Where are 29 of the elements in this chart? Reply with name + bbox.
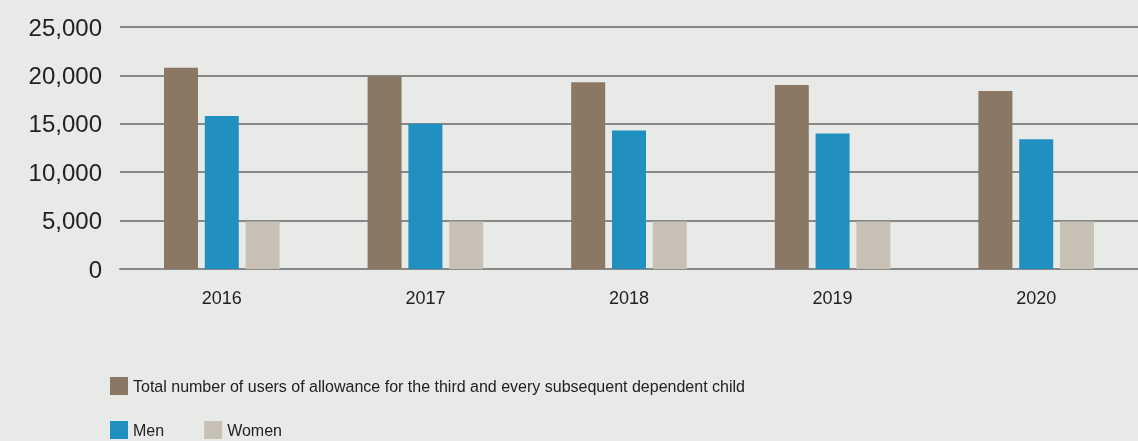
bar [245,221,280,269]
bar [1019,139,1054,269]
bar [164,67,198,269]
bar [449,221,484,269]
bar [571,82,606,269]
bar [815,133,850,269]
y-tick-label: 25,000 [28,13,102,41]
bar [408,123,443,269]
bar [1060,221,1094,269]
y-tick-label: 5,000 [41,207,102,235]
x-tick-label: 2018 [608,288,650,308]
bar [978,90,1013,269]
bar [652,221,687,269]
y-tick-label: 20,000 [28,61,102,89]
bar [856,221,891,269]
x-tick-label: 2017 [405,288,446,308]
bar [204,116,239,269]
y-tick-label: 10,000 [28,158,102,186]
y-tick-label: 15,000 [28,110,102,138]
legend-label: Women [227,421,282,439]
x-tick-label: 2019 [812,288,853,308]
legend-label: Men [133,421,165,439]
legend-label: Total number of users of allowance for the third and every subsequent dependent child [133,377,745,395]
y-tick-label: 0 [88,255,102,283]
bar [367,76,402,269]
x-tick-label: 2020 [1016,288,1057,308]
bar [774,85,809,269]
bar [612,130,646,269]
x-tick-label: 2016 [201,288,242,308]
